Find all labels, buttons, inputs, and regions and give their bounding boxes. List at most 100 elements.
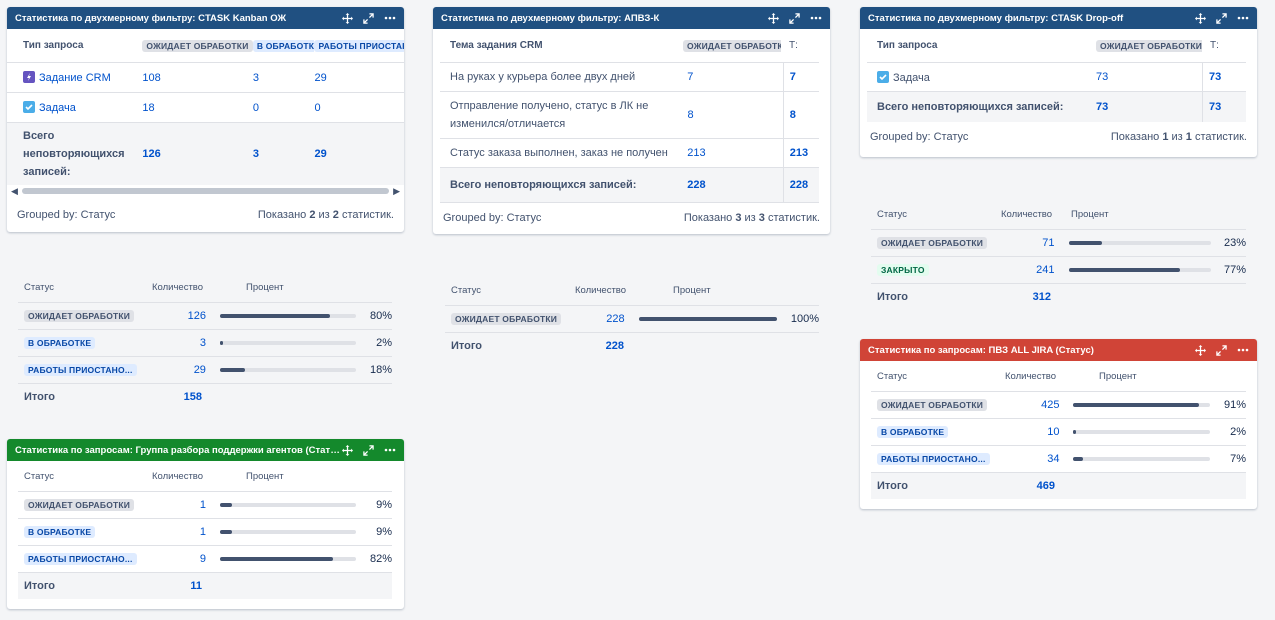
cell-value[interactable]: 0 xyxy=(314,101,321,114)
status-count[interactable]: 425 xyxy=(1041,399,1060,411)
status-stats-apvz: Статус Количество Процент ОЖИДАЕТ ОБРАБОТК… xyxy=(445,275,819,359)
more-icon[interactable] xyxy=(384,448,396,452)
cell-value[interactable]: 73 xyxy=(1096,71,1109,83)
move-icon[interactable] xyxy=(1195,344,1206,356)
status-lozenge[interactable]: РАБОТЫ ПРИОСТАНО... xyxy=(24,553,137,565)
total-value[interactable]: 158 xyxy=(183,391,202,403)
status-lozenge[interactable]: РАБОТЫ ПРИОСТАНО... xyxy=(24,364,137,376)
status-count[interactable]: 241 xyxy=(1036,264,1055,276)
status-lozenge[interactable]: В ОБРАБОТКЕ xyxy=(24,337,96,349)
cell-value[interactable]: 213 xyxy=(687,147,706,159)
status-count[interactable]: 1 xyxy=(199,499,206,511)
count-header: Количество xyxy=(152,281,204,293)
cell-value[interactable]: 7 xyxy=(687,71,694,83)
percent-bar-fill xyxy=(219,314,330,318)
status-lozenge[interactable]: ОЖИДАЕТ ОБРАБОТКИ xyxy=(451,313,562,325)
status-percent: 82% xyxy=(369,553,392,565)
more-icon[interactable] xyxy=(810,16,822,20)
move-icon[interactable] xyxy=(1195,12,1206,24)
row-label[interactable]: Задание CRM xyxy=(39,72,111,84)
more-icon[interactable] xyxy=(1237,16,1249,20)
total-value[interactable]: 469 xyxy=(1036,480,1055,492)
expand-icon[interactable] xyxy=(363,444,374,456)
more-icon[interactable] xyxy=(384,16,396,20)
row-total[interactable]: 73 xyxy=(1202,63,1239,91)
status-count[interactable]: 34 xyxy=(1047,453,1060,465)
total-row: Всего неповторяющихся записей: 126 3 29 xyxy=(7,123,404,185)
grand-total[interactable]: 228 xyxy=(782,168,819,202)
cell-value[interactable]: 108 xyxy=(142,71,161,84)
gadget-header: Статистика по двухмерному фильтру: CTASK… xyxy=(860,7,1257,29)
expand-icon[interactable] xyxy=(1216,344,1227,356)
status-lozenge[interactable]: ОЖИДАЕТ ОБРАБОТКИ xyxy=(24,310,135,322)
move-icon[interactable] xyxy=(768,12,779,24)
column-header-status[interactable]: ОЖИДАЕТ ОБРАБОТКИ xyxy=(683,39,781,52)
expand-icon[interactable] xyxy=(789,12,800,24)
total-label: Итого xyxy=(877,291,909,303)
total-value[interactable]: 228 xyxy=(687,179,706,191)
percent-bar xyxy=(219,368,357,372)
status-row: РАБОТЫ ПРИОСТАНО... 9 82% xyxy=(18,546,392,573)
total-value[interactable]: 312 xyxy=(1032,291,1051,303)
gadget-title[interactable]: Статистика по двухмерному фильтру: АПВЗ-… xyxy=(441,12,660,24)
status-count[interactable]: 1 xyxy=(199,526,206,538)
status-row: ОЖИДАЕТ ОБРАБОТКИ 1 9% xyxy=(18,492,392,519)
row-label[interactable]: Задача xyxy=(39,102,76,114)
total-value[interactable]: 126 xyxy=(142,148,161,160)
shown-count: Показано 1 из 1 статистик. xyxy=(1110,131,1247,143)
status-lozenge[interactable]: ОЖИДАЕТ ОБРАБОТКИ xyxy=(877,237,988,249)
gadget-title[interactable]: Статистика по двухмерному фильтру: CTASK… xyxy=(868,12,1124,24)
status-row: ОЖИДАЕТ ОБРАБОТКИ 71 23% xyxy=(871,230,1246,257)
cell-value[interactable]: 29 xyxy=(314,71,327,84)
total-value[interactable]: 73 xyxy=(1096,101,1109,113)
gadget-title[interactable]: Статистика по двухмерному фильтру: CTASK… xyxy=(15,12,287,24)
scroll-right-icon[interactable]: ▶ xyxy=(393,185,400,196)
cell-value[interactable]: 3 xyxy=(252,71,259,84)
status-lozenge[interactable]: ОЖИДАЕТ ОБРАБОТКИ xyxy=(24,499,135,511)
more-icon[interactable] xyxy=(1237,348,1249,352)
cell-value[interactable]: 18 xyxy=(142,101,155,114)
cell-value[interactable]: 0 xyxy=(252,101,259,114)
move-icon[interactable] xyxy=(342,444,353,456)
status-count[interactable]: 3 xyxy=(199,337,206,349)
column-header-status[interactable]: ОЖИДАЕТ ОБРАБОТКИ xyxy=(1096,39,1202,52)
status-count[interactable]: 228 xyxy=(606,313,625,325)
gadget-title[interactable]: Статистика по запросам: Группа разбора п… xyxy=(15,444,342,456)
status-row: РАБОТЫ ПРИОСТАНО... 29 18% xyxy=(18,357,392,384)
cell-value[interactable]: 8 xyxy=(687,109,694,121)
gadget-title[interactable]: Статистика по запросам: ПВЗ ALL JIRA (Ст… xyxy=(868,344,1094,356)
row-total[interactable]: 8 xyxy=(782,92,819,138)
column-header-status[interactable]: В ОБРАБОТКЕ xyxy=(252,39,315,52)
status-row: РАБОТЫ ПРИОСТАНО... 34 7% xyxy=(871,446,1246,473)
status-count[interactable]: 71 xyxy=(1042,237,1055,249)
status-count[interactable]: 126 xyxy=(187,310,206,322)
move-icon[interactable] xyxy=(342,12,353,24)
status-lozenge[interactable]: РАБОТЫ ПРИОСТАНО... xyxy=(877,453,990,465)
status-percent: 91% xyxy=(1223,399,1246,411)
grand-total[interactable]: 73 xyxy=(1202,92,1239,122)
column-header-status[interactable]: РАБОТЫ ПРИОСТАН xyxy=(314,39,404,52)
percent-header: Процент xyxy=(246,281,284,293)
status-count[interactable]: 10 xyxy=(1047,426,1060,438)
gadget-header: Статистика по запросам: Группа разбора п… xyxy=(7,439,404,461)
status-lozenge[interactable]: ОЖИДАЕТ ОБРАБОТКИ xyxy=(877,399,988,411)
status-lozenge[interactable]: В ОБРАБОТКЕ xyxy=(24,526,96,538)
status-lozenge[interactable]: В ОБРАБОТКЕ xyxy=(877,426,949,438)
status-lozenge[interactable]: ЗАКРЫТО xyxy=(877,264,929,276)
total-value[interactable]: 3 xyxy=(252,148,259,160)
status-count[interactable]: 9 xyxy=(199,553,206,565)
status-count[interactable]: 29 xyxy=(193,364,206,376)
total-value[interactable]: 11 xyxy=(190,580,202,592)
expand-icon[interactable] xyxy=(1216,12,1227,24)
expand-icon[interactable] xyxy=(363,12,374,24)
total-value[interactable]: 29 xyxy=(314,148,327,160)
horizontal-scrollbar[interactable]: ◀ ▶ xyxy=(7,185,404,197)
total-value[interactable]: 228 xyxy=(605,340,624,352)
scroll-left-icon[interactable]: ◀ xyxy=(11,185,18,196)
status-percent: 80% xyxy=(369,310,392,322)
row-total[interactable]: 213 xyxy=(782,139,819,167)
status-percent: 9% xyxy=(376,526,392,538)
column-header-status[interactable]: ОЖИДАЕТ ОБРАБОТКИ xyxy=(142,39,253,52)
percent-bar-fill xyxy=(219,368,245,372)
row-total[interactable]: 7 xyxy=(782,63,819,91)
